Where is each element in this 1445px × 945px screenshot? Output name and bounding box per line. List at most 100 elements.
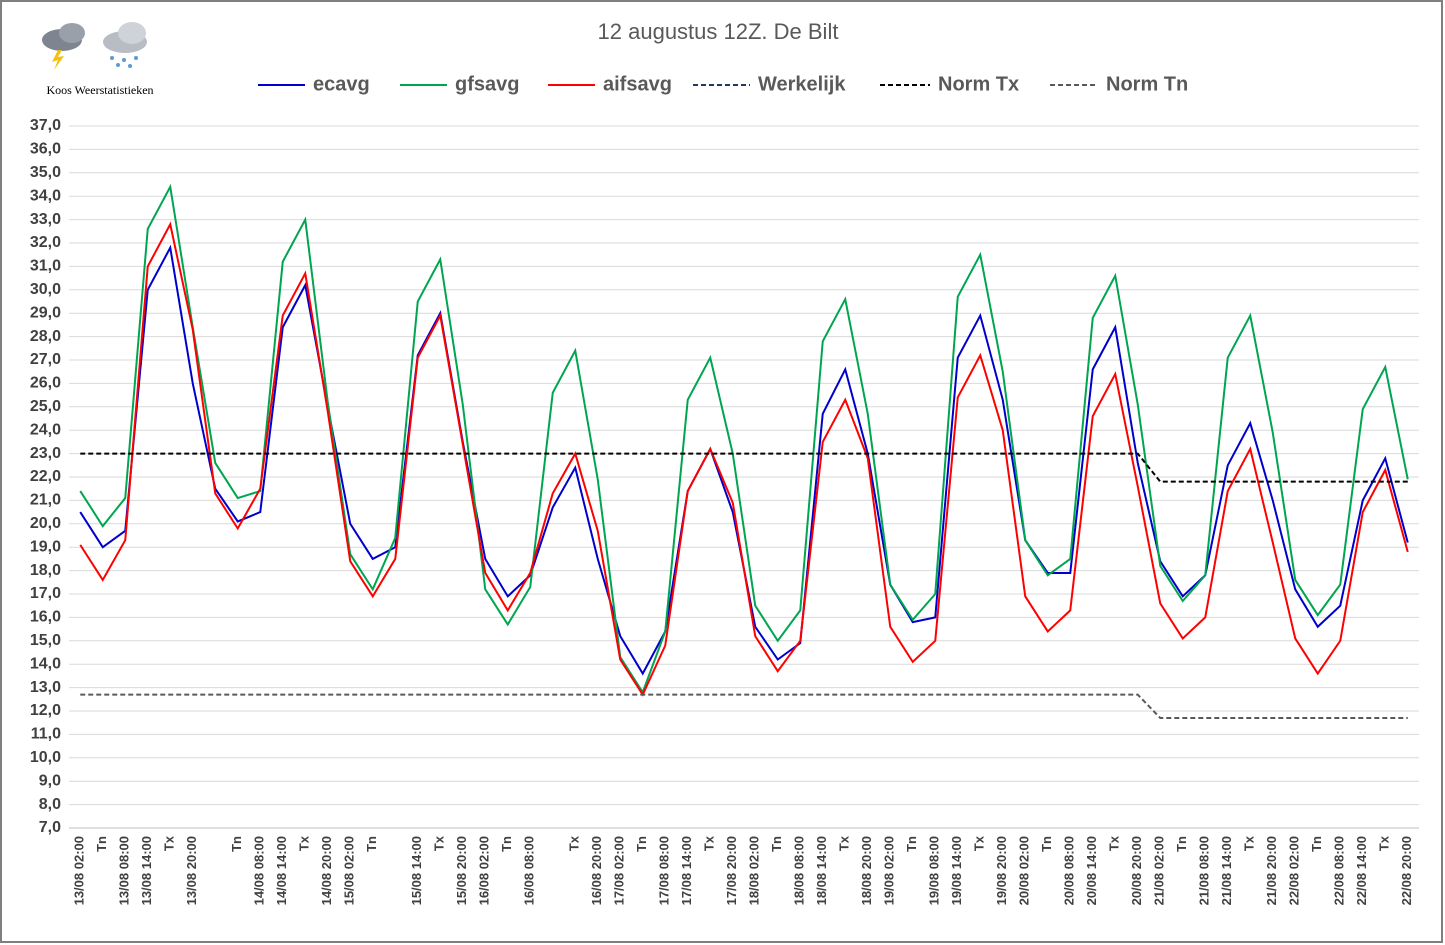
y-tick-label: 12,0 [30,702,61,719]
x-tick-label: 14/08 20:00 [319,836,334,905]
x-tick-label: Tn [229,836,244,852]
y-tick-label: 18,0 [30,562,61,579]
x-tick-label: 22/08 02:00 [1287,836,1302,905]
x-tick-label: 15/08 20:00 [454,836,469,905]
x-tick-label: 20/08 20:00 [1129,836,1144,905]
y-tick-label: 35,0 [30,164,61,181]
y-tick-label: 23,0 [30,445,61,462]
y-tick-label: 10,0 [30,749,61,766]
x-tick-label: Tx [432,835,447,851]
y-tick-label: 20,0 [30,515,61,532]
x-tick-label: Tx [1107,835,1122,851]
x-tick-label: 17/08 14:00 [679,836,694,905]
y-tick-label: 24,0 [30,421,61,438]
subtitle: Koos Weerstatistieken [46,83,153,97]
series-line [80,693,1408,720]
x-tick-label: 22/08 14:00 [1354,836,1369,905]
y-tick-label: 9,0 [39,772,61,789]
y-tick-label: 7,0 [39,819,61,836]
legend-label: ecavg [313,73,370,95]
y-tick-label: 13,0 [30,679,61,696]
legend-label: aifsavg [603,73,672,95]
x-tick-label: 14/08 14:00 [274,836,289,905]
y-tick-label: 25,0 [30,398,61,415]
x-tick-label: 21/08 08:00 [1197,836,1212,905]
x-tick-label: Tn [499,836,514,852]
y-tick-label: 34,0 [30,187,61,204]
x-tick-label: 17/08 08:00 [657,836,672,905]
x-tick-label: 19/08 08:00 [927,836,942,905]
legend-label: Werkelijk [758,73,846,95]
x-tick-label: Tn [634,836,649,852]
x-tick-label: Tx [1242,835,1257,851]
y-tick-label: 37,0 [30,117,61,134]
x-tick-label: Tn [769,836,784,852]
x-tick-label: Tx [1377,835,1392,851]
x-tick-label: 21/08 14:00 [1219,836,1234,905]
x-tick-label: 18/08 20:00 [859,836,874,905]
x-tick-label: 18/08 14:00 [814,836,829,905]
x-tick-label: 16/08 08:00 [522,836,537,905]
y-tick-label: 17,0 [30,585,61,602]
legend-label: Norm Tn [1106,73,1188,95]
weather-icons [42,22,147,70]
x-tick-label: 13/08 14:00 [139,836,154,905]
x-tick-label: 18/08 02:00 [747,836,762,905]
legend-label: Norm Tx [938,73,1019,95]
x-tick-label: 20/08 08:00 [1062,836,1077,905]
x-tick-label: Tn [1174,836,1189,852]
x-tick-label: 15/08 14:00 [409,836,424,905]
x-tick-label: 13/08 08:00 [117,836,132,905]
x-tick-label: Tx [297,835,312,851]
y-tick-label: 16,0 [30,609,61,626]
x-tick-label: Tx [837,835,852,851]
x-tick-label: Tx [972,835,987,851]
x-tick-label: 19/08 14:00 [949,836,964,905]
x-tick-label: 17/08 02:00 [612,836,627,905]
x-tick-label: 21/08 02:00 [1152,836,1167,905]
y-tick-label: 26,0 [30,375,61,392]
x-tick-label: 20/08 02:00 [1017,836,1032,905]
y-tick-label: 29,0 [30,304,61,321]
y-tick-label: 33,0 [30,211,61,228]
x-tick-label: Tn [94,836,109,852]
y-tick-label: 19,0 [30,538,61,555]
x-tick-label: 19/08 20:00 [994,836,1009,905]
y-tick-label: 21,0 [30,492,61,509]
x-tick-label: 18/08 08:00 [792,836,807,905]
series-line [79,221,1409,697]
x-tick-label: 22/08 20:00 [1399,836,1414,905]
x-tick-label: Tn [1309,836,1324,852]
x-tick-label: 13/08 02:00 [72,836,87,905]
x-tick-label: Tn [904,836,919,852]
x-tick-label: 16/08 02:00 [477,836,492,905]
y-tick-label: 32,0 [30,234,61,251]
y-tick-label: 14,0 [30,655,61,672]
x-tick-label: 14/08 08:00 [252,836,267,905]
y-tick-label: 11,0 [31,726,61,743]
y-tick-label: 8,0 [39,796,61,813]
y-tick-label: 27,0 [30,351,61,368]
x-tick-label: Tx [162,835,177,851]
series-line [79,183,1409,695]
x-tick-label: Tn [364,836,379,852]
x-tick-label: Tx [702,835,717,851]
x-tick-label: Tx [567,835,582,851]
y-tick-label: 15,0 [30,632,61,649]
y-tick-label: 22,0 [30,468,61,485]
x-tick-label: 20/08 14:00 [1084,836,1099,905]
x-tick-label: 16/08 20:00 [589,836,604,905]
x-tick-label: Tn [1039,836,1054,852]
y-tick-label: 31,0 [30,258,61,275]
x-tick-label: 22/08 08:00 [1332,836,1347,905]
x-tick-label: 19/08 02:00 [882,836,897,905]
y-tick-label: 30,0 [30,281,61,298]
x-tick-label: 15/08 02:00 [342,836,357,905]
x-tick-label: 17/08 20:00 [724,836,739,905]
y-tick-label: 28,0 [30,328,61,345]
x-tick-label: 21/08 20:00 [1264,836,1279,905]
chart-title: 12 augustus 12Z. De Bilt [598,19,839,44]
y-tick-label: 36,0 [30,141,61,158]
